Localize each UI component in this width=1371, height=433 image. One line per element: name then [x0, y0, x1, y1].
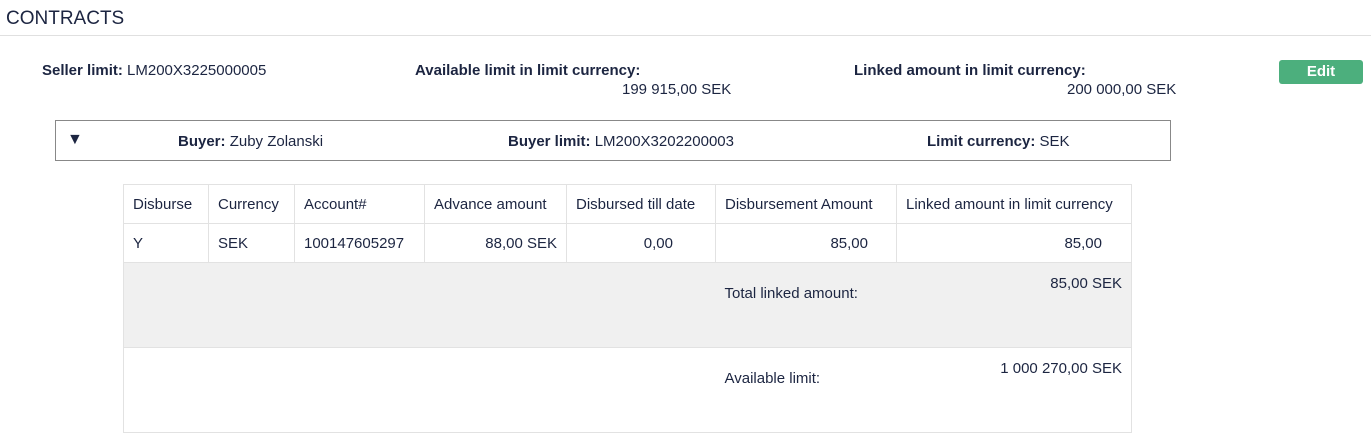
cell-advance-amount: 88,00 SEK	[424, 223, 567, 263]
buyer-limit-value: LM200X3202200003	[594, 133, 734, 150]
column-header: Account#	[294, 184, 425, 224]
edit-button[interactable]: Edit	[1279, 60, 1363, 84]
buyer-name: Buyer: Zuby Zolanski	[178, 133, 323, 150]
buyer-limit: Buyer limit: LM200X3202200003	[508, 133, 734, 150]
disbursement-table: Disburse Currency Account# Advance amoun…	[123, 184, 1132, 433]
table-row: Y SEK 100147605297 88,00 SEK 0,00 85,00 …	[123, 223, 1132, 263]
available-limit-value: 199 915,00 SEK	[622, 81, 732, 98]
buyer-value: Zuby Zolanski	[229, 133, 324, 150]
seller-limit-label: Seller limit:	[42, 62, 123, 79]
cell-linked-amount: 85,00	[896, 223, 1132, 263]
collapse-triangle-icon[interactable]: ▼	[67, 131, 83, 148]
total-linked-value: 85,00 SEK	[896, 262, 1132, 348]
cell-account: 100147605297	[294, 223, 425, 263]
limit-currency: Limit currency: SEK	[927, 133, 1070, 150]
limit-currency-value: SEK	[1039, 133, 1070, 150]
cell-disbursed-till-date: 0,00	[566, 223, 716, 263]
total-linked-label: Total linked amount:	[715, 262, 897, 348]
linked-amount-label: Linked amount in limit currency:	[854, 62, 1086, 79]
total-row: Total linked amount: 85,00 SEK	[123, 262, 1132, 348]
available-row: Available limit: 1 000 270,00 SEK	[123, 347, 1132, 433]
column-header: Disburse	[123, 184, 209, 224]
buyer-panel: ▼ Buyer: Zuby Zolanski Buyer limit: LM20…	[55, 120, 1171, 161]
column-header: Disbursed till date	[566, 184, 716, 224]
available-limit-value: 1 000 270,00 SEK	[896, 347, 1132, 433]
table-header-row: Disburse Currency Account# Advance amoun…	[123, 184, 1132, 224]
cell-disbursement-amount: 85,00	[715, 223, 897, 263]
available-limit-label: Available limit in limit currency:	[415, 62, 641, 79]
cell-currency: SEK	[208, 223, 295, 263]
seller-limit: Seller limit: LM200X3225000005	[42, 62, 266, 79]
divider	[0, 35, 1371, 36]
buyer-label: Buyer:	[178, 133, 226, 150]
column-header: Disbursement Amount	[715, 184, 897, 224]
column-header: Linked amount in limit currency	[896, 184, 1132, 224]
seller-limit-value: LM200X3225000005	[127, 62, 267, 79]
page-title: CONTRACTS	[6, 8, 125, 29]
available-limit-label: Available limit:	[715, 347, 897, 433]
limit-currency-label: Limit currency:	[927, 133, 1036, 150]
column-header: Currency	[208, 184, 295, 224]
cell-disburse: Y	[123, 223, 209, 263]
linked-amount-value: 200 000,00 SEK	[1067, 81, 1177, 98]
buyer-limit-label: Buyer limit:	[508, 133, 591, 150]
column-header: Advance amount	[424, 184, 567, 224]
